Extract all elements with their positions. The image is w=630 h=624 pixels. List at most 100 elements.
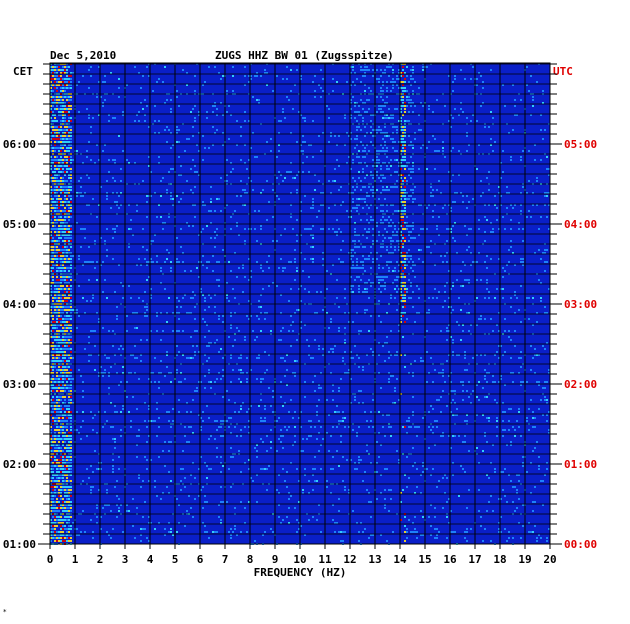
heatmap-cell <box>172 330 174 332</box>
heatmap-cell <box>394 234 396 236</box>
heatmap-cell <box>378 177 380 179</box>
heatmap-cell <box>220 501 222 503</box>
heatmap-cell <box>58 336 60 338</box>
heatmap-cell <box>160 270 162 272</box>
heatmap-cell <box>380 174 382 176</box>
heatmap-cell <box>60 231 62 233</box>
heatmap-cell <box>70 417 72 419</box>
heatmap-cell <box>58 75 60 77</box>
heatmap-cell <box>406 264 408 266</box>
heatmap-cell <box>82 510 84 512</box>
heatmap-cell <box>406 198 408 200</box>
heatmap-cell <box>240 159 242 161</box>
heatmap-cell <box>58 369 60 371</box>
heatmap-cell <box>340 420 342 422</box>
heatmap-cell <box>546 195 548 197</box>
heatmap-cell <box>388 117 390 119</box>
heatmap-cell <box>486 474 488 476</box>
heatmap-cell <box>318 210 320 212</box>
heatmap-cell <box>176 297 178 299</box>
heatmap-cell <box>58 270 60 272</box>
heatmap-cell <box>50 342 52 344</box>
heatmap-cell <box>230 216 232 218</box>
heatmap-cell <box>116 306 118 308</box>
heatmap-cell <box>50 492 52 494</box>
heatmap-cell <box>400 180 402 182</box>
heatmap-cell <box>50 207 52 209</box>
heatmap-cell <box>360 261 362 263</box>
heatmap-cell <box>358 459 360 461</box>
heatmap-cell <box>240 195 242 197</box>
heatmap-cell <box>402 72 404 74</box>
heatmap-cell <box>338 189 340 191</box>
heatmap-cell <box>460 192 462 194</box>
heatmap-cell <box>342 240 344 242</box>
heatmap-cell <box>358 105 360 107</box>
heatmap-cell <box>264 408 266 410</box>
heatmap-cell <box>166 189 168 191</box>
heatmap-cell <box>64 156 66 158</box>
heatmap-cell <box>288 261 290 263</box>
heatmap-cell <box>128 510 130 512</box>
heatmap-cell <box>70 129 72 131</box>
heatmap-cell <box>60 414 62 416</box>
heatmap-cell <box>400 492 402 494</box>
heatmap-cell <box>146 279 148 281</box>
heatmap-cell <box>64 438 66 440</box>
heatmap-cell <box>62 498 64 500</box>
heatmap-cell <box>56 309 58 311</box>
heatmap-cell <box>394 159 396 161</box>
heatmap-cell <box>50 402 52 404</box>
heatmap-cell <box>390 294 392 296</box>
heatmap-cell <box>180 372 182 374</box>
heatmap-cell <box>60 309 62 311</box>
heatmap-cell <box>294 312 296 314</box>
heatmap-cell <box>300 300 302 302</box>
heatmap-cell <box>360 141 362 143</box>
heatmap-cell <box>54 504 56 506</box>
heatmap-cell <box>176 330 178 332</box>
heatmap-cell <box>64 279 66 281</box>
heatmap-cell <box>412 465 414 467</box>
heatmap-cell <box>546 249 548 251</box>
heatmap-cell <box>88 342 90 344</box>
heatmap-cell <box>52 498 54 500</box>
heatmap-cell <box>66 495 68 497</box>
heatmap-cell <box>68 345 70 347</box>
heatmap-cell <box>280 234 282 236</box>
heatmap-cell <box>400 261 402 263</box>
heatmap-cell <box>50 288 52 290</box>
heatmap-cell <box>130 354 132 356</box>
heatmap-cell <box>50 495 52 497</box>
heatmap-cell <box>390 225 392 227</box>
heatmap-cell <box>516 420 518 422</box>
heatmap-cell <box>352 291 354 293</box>
heatmap-cell <box>54 195 56 197</box>
heatmap-cell <box>54 132 56 134</box>
heatmap-cell <box>88 69 90 71</box>
heatmap-cell <box>70 291 72 293</box>
heatmap-cell <box>78 81 80 83</box>
heatmap-cell <box>64 162 66 164</box>
heatmap-cell <box>62 309 64 311</box>
heatmap-cell <box>176 261 178 263</box>
heatmap-cell <box>476 78 478 80</box>
heatmap-cell <box>218 279 220 281</box>
heatmap-cell <box>408 426 410 428</box>
heatmap-cell <box>178 411 180 413</box>
heatmap-cell <box>64 126 66 128</box>
heatmap-cell <box>78 258 80 260</box>
heatmap-cell <box>180 468 182 470</box>
heatmap-cell <box>64 84 66 86</box>
heatmap-cell <box>352 429 354 431</box>
heatmap-cell <box>380 69 382 71</box>
heatmap-cell <box>316 291 318 293</box>
heatmap-cell <box>58 84 60 86</box>
heatmap-cell <box>276 450 278 452</box>
heatmap-cell <box>56 294 58 296</box>
heatmap-cell <box>402 282 404 284</box>
heatmap-cell <box>98 321 100 323</box>
heatmap-cell <box>232 345 234 347</box>
heatmap-cell <box>462 201 464 203</box>
heatmap-cell <box>200 291 202 293</box>
